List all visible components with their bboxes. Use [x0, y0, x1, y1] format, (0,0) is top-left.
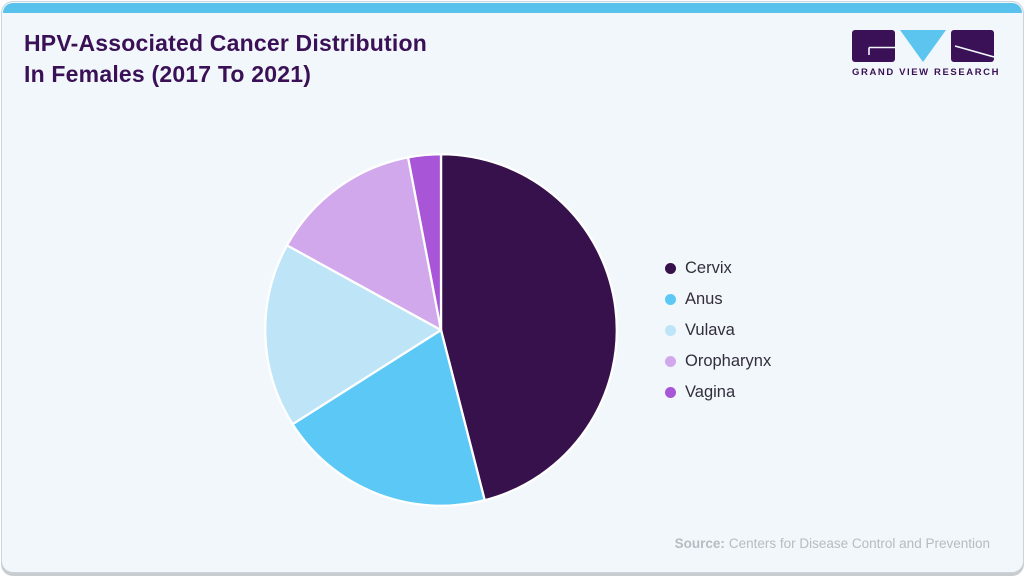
chart-title-line2: In Females (2017 To 2021): [24, 61, 312, 87]
source-text: Centers for Disease Control and Preventi…: [728, 536, 990, 551]
chart-title-line1: HPV-Associated Cancer Distribution: [24, 30, 427, 56]
legend-swatch: [665, 293, 676, 305]
pie-slice-oropharynx: [285, 156, 443, 332]
legend-swatch: [665, 386, 676, 398]
pie-chart: [264, 153, 618, 507]
legend-item-vagina: Vagina: [665, 383, 771, 401]
legend-item-anus: Anus: [665, 290, 771, 308]
legend-label: Cervix: [685, 258, 732, 277]
logo-wordmark: GRAND VIEW RESEARCH: [852, 67, 1001, 78]
legend-item-cervix: Cervix: [665, 259, 771, 277]
legend-label: Oropharynx: [685, 351, 772, 370]
chart-title: HPV-Associated Cancer Distribution In Fem…: [24, 28, 427, 90]
legend-label: Anus: [685, 289, 723, 308]
pie-slice-cervix: [439, 153, 618, 502]
legend-item-oropharynx: Oropharynx: [665, 352, 771, 370]
source-label: Source:: [674, 536, 725, 551]
legend: Cervix Anus Vulava Oropharynx Vagina: [665, 259, 771, 414]
legend-swatch: [665, 324, 676, 336]
top-accent-bar: [3, 3, 1022, 13]
gvr-logo-icon: [852, 30, 994, 62]
pie-slice-vulava: [264, 244, 443, 426]
legend-label: Vulava: [685, 320, 735, 339]
pie-slice-vagina: [406, 153, 443, 332]
pie-slice-anus: [291, 328, 486, 507]
legend-label: Vagina: [685, 382, 736, 401]
gvr-logo: GRAND VIEW RESEARCH: [852, 29, 1001, 78]
source-note: Source: Centers for Disease Control and P…: [675, 536, 990, 551]
legend-item-vulava: Vulava: [665, 321, 771, 339]
legend-swatch: [665, 355, 676, 367]
legend-swatch: [665, 262, 676, 274]
